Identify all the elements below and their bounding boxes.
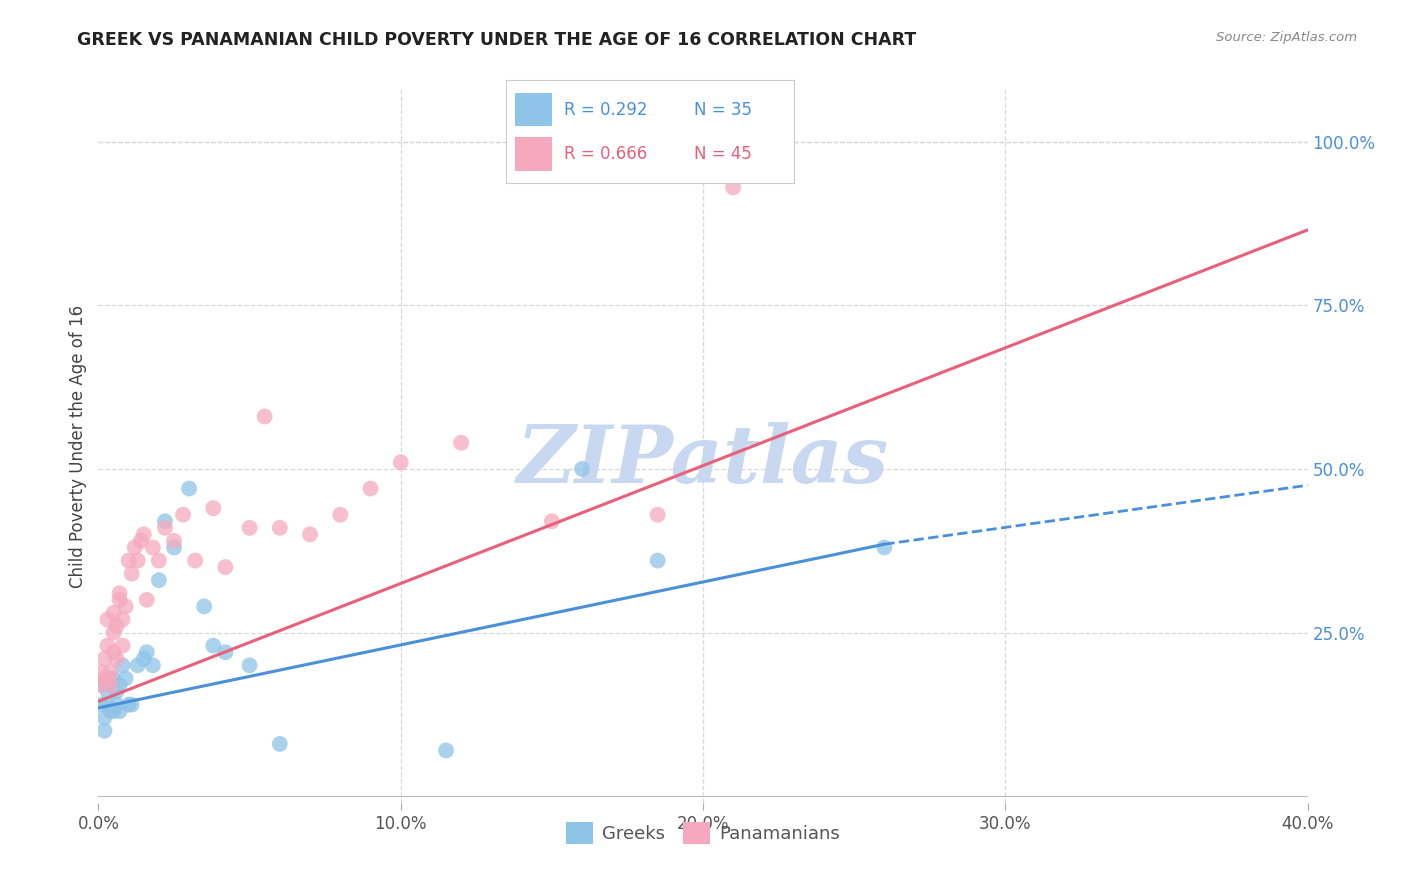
Point — [135, 645, 157, 659]
Point — [269, 521, 291, 535]
Point — [111, 639, 134, 653]
Point — [96, 612, 118, 626]
Text: R = 0.666: R = 0.666 — [564, 145, 647, 162]
Point — [239, 658, 262, 673]
Point — [184, 553, 207, 567]
Point — [127, 658, 149, 673]
Point — [127, 553, 149, 567]
Point — [647, 553, 669, 567]
Text: GREEK VS PANAMANIAN CHILD POVERTY UNDER THE AGE OF 16 CORRELATION CHART: GREEK VS PANAMANIAN CHILD POVERTY UNDER … — [77, 31, 917, 49]
Point — [647, 508, 669, 522]
Point — [873, 541, 896, 555]
Point — [571, 462, 593, 476]
FancyBboxPatch shape — [515, 136, 553, 170]
Point — [90, 698, 112, 712]
Point — [108, 704, 131, 718]
Point — [93, 723, 115, 738]
Point — [540, 514, 562, 528]
Point — [93, 652, 115, 666]
Point — [360, 482, 382, 496]
Point — [100, 704, 122, 718]
Legend: Greeks, Panamanians: Greeks, Panamanians — [558, 814, 848, 851]
Point — [148, 553, 170, 567]
Point — [214, 645, 236, 659]
Point — [100, 678, 122, 692]
Point — [135, 592, 157, 607]
Point — [389, 455, 412, 469]
Point — [111, 612, 134, 626]
Point — [93, 672, 115, 686]
Point — [96, 672, 118, 686]
Point — [103, 704, 125, 718]
Y-axis label: Child Poverty Under the Age of 16: Child Poverty Under the Age of 16 — [69, 304, 87, 588]
Text: R = 0.292: R = 0.292 — [564, 101, 647, 119]
Point — [93, 711, 115, 725]
Point — [202, 639, 225, 653]
Point — [118, 698, 141, 712]
Text: ZIPatlas: ZIPatlas — [517, 422, 889, 499]
Point — [90, 678, 112, 692]
Point — [269, 737, 291, 751]
Point — [108, 592, 131, 607]
Point — [142, 658, 165, 673]
Point — [193, 599, 215, 614]
Point — [103, 672, 125, 686]
Point — [129, 533, 152, 548]
Point — [179, 482, 201, 496]
Point — [214, 560, 236, 574]
Point — [108, 678, 131, 692]
Point — [96, 698, 118, 712]
Point — [299, 527, 322, 541]
Point — [148, 573, 170, 587]
Point — [450, 435, 472, 450]
Point — [111, 658, 134, 673]
Point — [103, 625, 125, 640]
Point — [329, 508, 352, 522]
Point — [239, 521, 262, 535]
Point — [103, 606, 125, 620]
Point — [202, 501, 225, 516]
Point — [100, 665, 122, 679]
Text: Source: ZipAtlas.com: Source: ZipAtlas.com — [1216, 31, 1357, 45]
Point — [132, 652, 155, 666]
Point — [163, 541, 186, 555]
Text: N = 35: N = 35 — [693, 101, 752, 119]
Point — [434, 743, 457, 757]
Point — [114, 672, 136, 686]
Point — [105, 698, 128, 712]
Point — [153, 521, 176, 535]
Point — [105, 652, 128, 666]
Point — [96, 639, 118, 653]
Point — [142, 541, 165, 555]
Point — [253, 409, 276, 424]
Point — [96, 684, 118, 698]
Point — [723, 180, 745, 194]
Point — [153, 514, 176, 528]
Point — [124, 541, 146, 555]
Point — [118, 553, 141, 567]
Point — [105, 684, 128, 698]
Point — [103, 645, 125, 659]
Point — [121, 698, 143, 712]
Point — [163, 533, 186, 548]
Point — [108, 586, 131, 600]
Point — [172, 508, 194, 522]
FancyBboxPatch shape — [515, 93, 553, 127]
Point — [105, 619, 128, 633]
Point — [100, 678, 122, 692]
Point — [121, 566, 143, 581]
Point — [90, 665, 112, 679]
Point — [90, 678, 112, 692]
Point — [114, 599, 136, 614]
Text: N = 45: N = 45 — [693, 145, 751, 162]
Point — [132, 527, 155, 541]
